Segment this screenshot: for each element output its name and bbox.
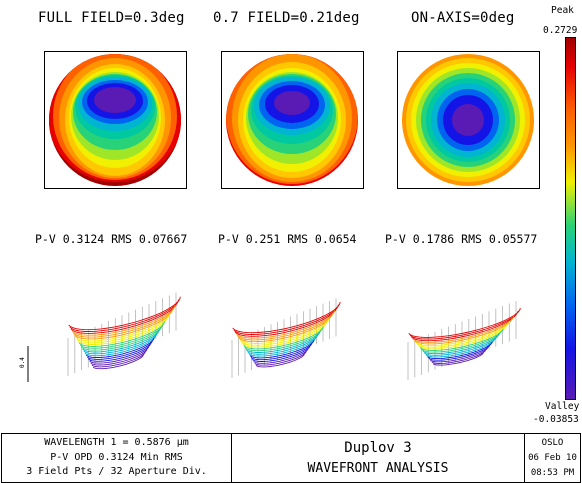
scale-valley-label: Valley [545, 401, 580, 412]
wavefront-map-07 [221, 51, 364, 189]
surface-contour-line [238, 315, 332, 343]
surface-contour-line [233, 304, 339, 335]
scale-peak-label: Peak [551, 5, 574, 16]
surface-contour-line [76, 315, 169, 344]
footer-panel: WAVELENGTH 1 = 0.5876 µm P-V OPD 0.3124 … [1, 433, 581, 483]
surface-contour-line [245, 331, 320, 353]
surface-contour-line [252, 345, 311, 362]
surface-contour-line [234, 307, 337, 337]
scale-peak-value: 0.2729 [543, 25, 578, 36]
surface-contour-line [236, 310, 335, 339]
surface-contour-line [409, 310, 519, 340]
opd-text: P-V OPD 0.3124 Min RMS [50, 452, 183, 463]
field-title-onaxis: ON-AXIS=0deg [411, 10, 515, 26]
surface-contour-line [432, 352, 484, 366]
surface-contour-line [422, 333, 500, 355]
pv-rms-full: P-V 0.3124 RMS 0.07667 [35, 232, 188, 246]
footer-info-cell: WAVELENGTH 1 = 0.5876 µm P-V OPD 0.3124 … [2, 434, 232, 482]
surface-contour-line [83, 332, 158, 355]
surface-contour-line [74, 310, 172, 340]
field-title-07: 0.7 FIELD=0.21deg [213, 10, 360, 26]
surface-contour-line [428, 344, 491, 361]
footer-meta-cell: OSLO 06 Feb 10 08:53 PM [525, 434, 580, 482]
surface-contour-line [73, 307, 174, 338]
field-title-full: FULL FIELD=0.3deg [38, 10, 185, 26]
surface-contour-line [431, 349, 487, 364]
surface-contour-line [232, 301, 341, 334]
analysis-title: WAVEFRONT ANALYSIS [307, 461, 449, 476]
surface-contour-line [412, 315, 515, 343]
surface-contour-line [254, 350, 307, 366]
z-axis-tick: 0.4 [19, 357, 26, 368]
surface-contour-line [91, 351, 146, 368]
surface-contour-line [85, 337, 155, 358]
surface-contour-line [71, 304, 176, 336]
color-scale-bar [565, 37, 576, 400]
surface-contour-line [425, 339, 495, 358]
surface-contour-line [408, 307, 521, 338]
program-name: OSLO [541, 438, 564, 448]
surface-contour-line [247, 334, 319, 355]
surface-contour-line [89, 346, 150, 364]
scale-valley-value: -0.03853 [533, 414, 579, 425]
wavelength-text: WAVELENGTH 1 = 0.5876 µm [44, 437, 189, 448]
surface-contour-line [78, 321, 165, 347]
surface-contour-line [75, 313, 171, 342]
pv-rms-07: P-V 0.251 RMS 0.0654 [218, 232, 357, 246]
surface-contour-line [419, 328, 504, 351]
surface-contour-line [237, 312, 334, 341]
wavefront-map-full [44, 51, 187, 189]
time-text: 08:53 PM [530, 468, 575, 478]
pv-rms-onaxis: P-V 0.1786 RMS 0.05577 [385, 232, 538, 246]
surface-contour-line [255, 353, 305, 368]
surface-contour-line [415, 320, 510, 347]
surface-contour-line [77, 318, 167, 345]
surface-contour-line [424, 336, 497, 356]
surface-contour-line [88, 343, 151, 362]
surface-contour-line [427, 341, 493, 360]
lens-name: Duplov 3 [344, 440, 412, 456]
surface-contour-line [92, 354, 144, 370]
field-pts-text: 3 Field Pts / 32 Aperture Div. [26, 466, 207, 477]
surface-contour-line [68, 296, 181, 331]
surface-contour-line [84, 335, 157, 357]
surface-contour-line [87, 340, 153, 360]
surface-contour-line [414, 318, 513, 345]
surface-contour-line [70, 302, 178, 334]
surface-contour-line [90, 348, 148, 366]
surface-contour-line [240, 320, 328, 346]
wavefront-map-onaxis [397, 51, 540, 189]
surface-contour-line [430, 346, 489, 363]
surface-contour-line [243, 326, 324, 350]
surface-contour-line [250, 342, 313, 361]
surface-plots [27, 292, 521, 382]
surface-contour-line [253, 348, 309, 364]
surface-plot-onaxis [407, 301, 521, 380]
footer-title-cell: Duplov 3 WAVEFRONT ANALYSIS [232, 434, 525, 482]
surface-contour-line [411, 313, 517, 342]
surface-contour-line [242, 323, 326, 348]
surface-contour-line [80, 324, 164, 349]
surface-contour-line [69, 299, 180, 332]
surface-contour-line [244, 329, 322, 352]
surface-contour-line [249, 340, 315, 359]
surface-contour-line [418, 326, 506, 350]
surface-contour-line [421, 331, 502, 353]
surface-contour-line [417, 323, 508, 348]
date-text: 06 Feb 10 [528, 453, 577, 463]
surface-contour-line [81, 326, 162, 351]
surface-plot-07 [231, 298, 341, 378]
surface-plot-full [67, 292, 181, 376]
surface-contour-line [82, 329, 160, 353]
surface-contour-line [239, 318, 330, 344]
surface-contour-line [248, 337, 317, 357]
